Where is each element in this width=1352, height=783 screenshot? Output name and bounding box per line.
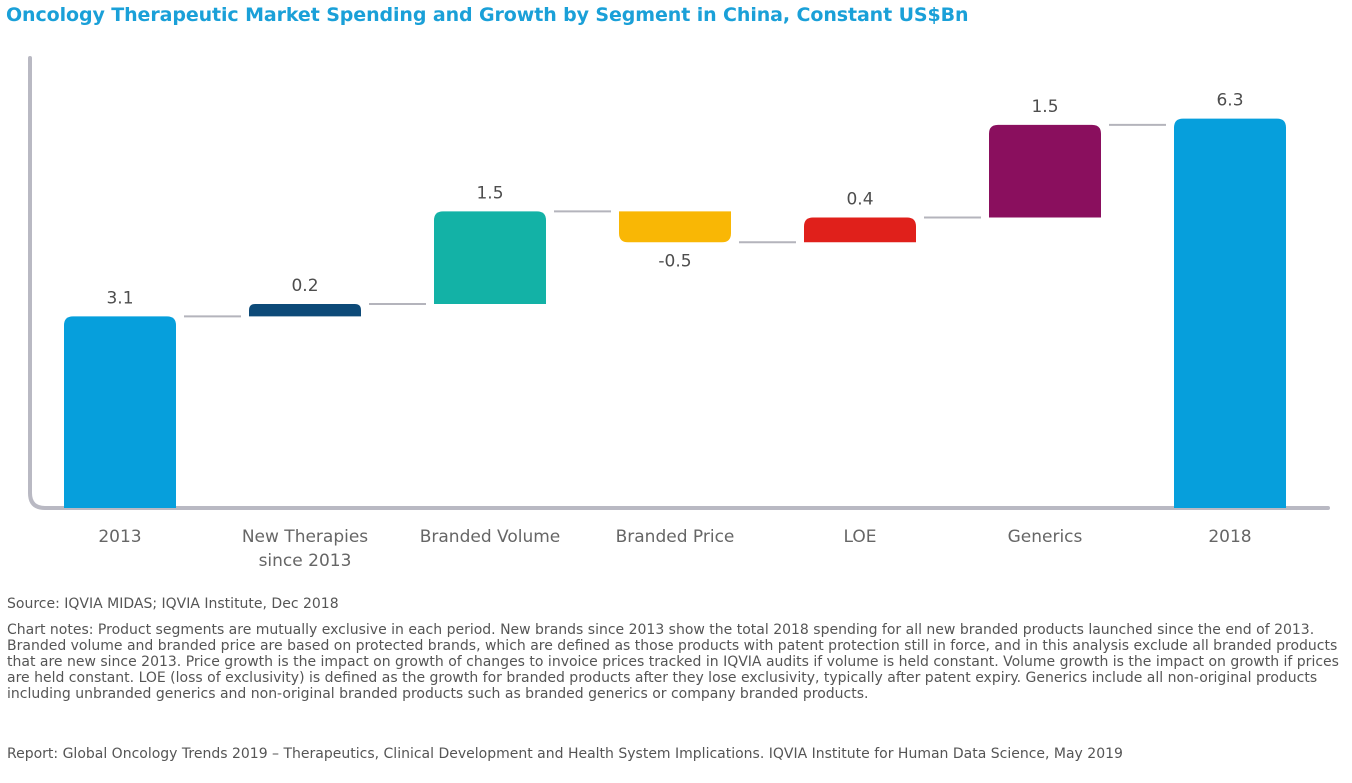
chart-notes: Chart notes: Product segments are mutual…	[7, 622, 1339, 702]
category-label-1: New Therapies since 2013	[242, 527, 368, 571]
category-label-3: Branded Price	[616, 527, 735, 547]
category-label-5: Generics	[1008, 527, 1083, 547]
value-label-5: 1.5	[1031, 97, 1058, 117]
report-citation: Report: Global Oncology Trends 2019 – Th…	[7, 746, 1123, 762]
value-label-2: 1.5	[476, 183, 503, 203]
value-label-4: 0.4	[846, 190, 873, 210]
source-note: Source: IQVIA MIDAS; IQVIA Institute, De…	[7, 596, 339, 612]
bar-4	[804, 217, 916, 243]
bar-1	[249, 304, 361, 317]
bars	[64, 118, 1286, 508]
value-label-1: 0.2	[291, 276, 318, 296]
bar-0	[64, 316, 176, 508]
category-labels: 2013 New Therapies since 2013 Branded Volum…	[98, 527, 1251, 571]
connector-lines	[184, 123, 1166, 318]
value-labels: 3.1 0.2 1.5 -0.5 0.4 1.5 6.3	[106, 91, 1243, 309]
value-label-3: -0.5	[658, 251, 691, 271]
category-label-4: LOE	[844, 527, 877, 547]
bar-5	[989, 124, 1101, 218]
bar-6	[1174, 118, 1286, 508]
waterfall-chart: 3.1 0.2 1.5 -0.5 0.4 1.5 6.3 2013 New Therapies…	[28, 56, 1330, 571]
bar-2	[434, 211, 546, 305]
bar-3	[619, 211, 731, 243]
chart-title: Oncology Therapeutic Market Spending and…	[6, 4, 969, 26]
category-label-6: 2018	[1208, 527, 1251, 547]
value-label-0: 3.1	[106, 288, 133, 308]
category-label-0: 2013	[98, 527, 141, 547]
value-label-6: 6.3	[1216, 91, 1243, 111]
category-label-2: Branded Volume	[420, 527, 561, 547]
chart-axis	[28, 56, 1330, 510]
